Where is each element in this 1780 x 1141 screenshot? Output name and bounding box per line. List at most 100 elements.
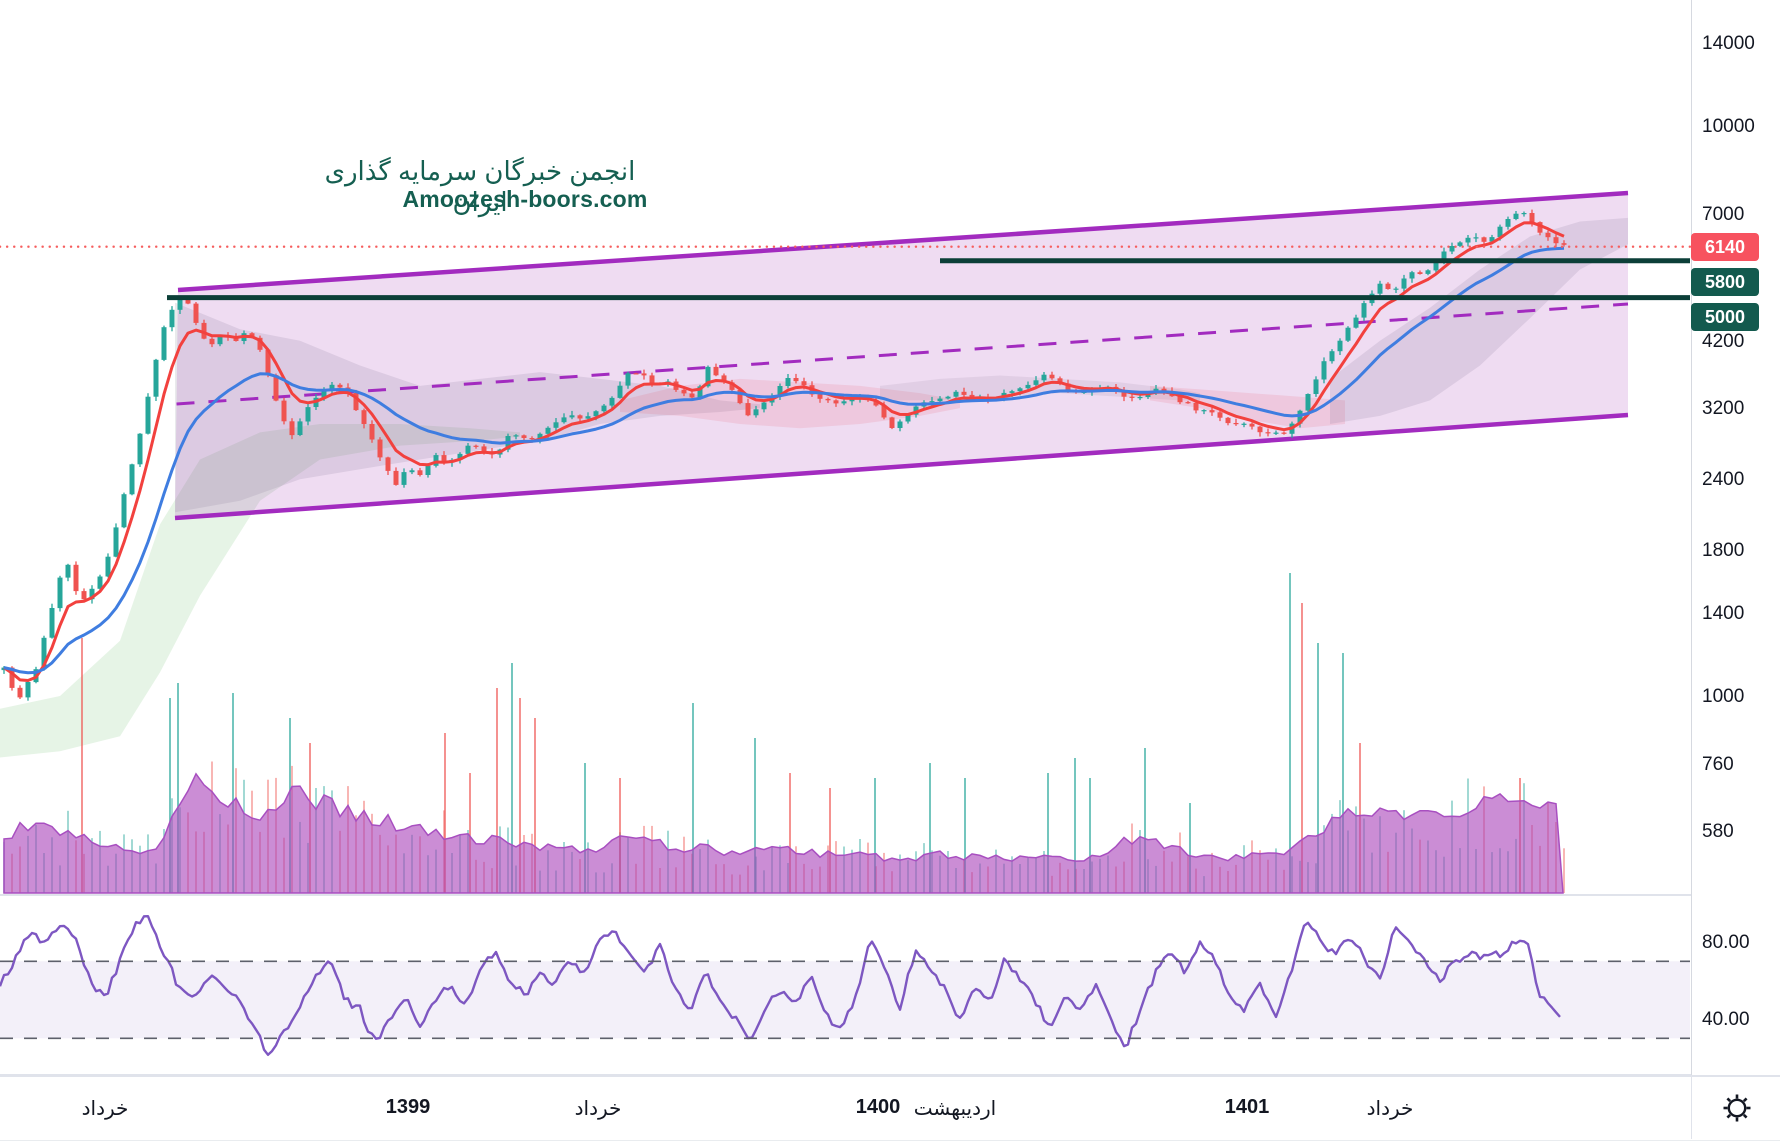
candle-body <box>1225 417 1231 424</box>
candle-body <box>1377 283 1383 294</box>
candle-body <box>177 300 183 310</box>
candle-body <box>609 397 615 406</box>
candle-body <box>1241 423 1247 425</box>
rsi-band-fill <box>0 961 1690 1039</box>
candle-body <box>913 406 919 415</box>
candle-body <box>889 417 895 428</box>
candle-body <box>585 416 591 419</box>
candle-body <box>233 337 239 341</box>
candle-body <box>257 337 263 350</box>
candle-body <box>281 400 287 422</box>
candle-body <box>521 435 527 438</box>
time-label: اردیبهشت <box>913 1098 997 1120</box>
candle-body <box>1297 410 1303 424</box>
candle-body <box>1049 374 1055 379</box>
candle-body <box>193 303 199 323</box>
time-label: 1399 <box>385 1096 431 1118</box>
candle-body <box>873 400 879 406</box>
channel-bottom-line[interactable] <box>174 412 1629 521</box>
price-badge-5000: 5000 <box>1691 303 1759 331</box>
rsi-tick-label: 80.00 <box>1702 932 1750 953</box>
candle-body <box>433 455 439 466</box>
trend-channel[interactable] <box>174 190 1629 521</box>
candle-body <box>377 439 383 458</box>
candle-body <box>361 410 367 424</box>
candle-body <box>753 409 759 416</box>
candle-body <box>1489 237 1495 242</box>
candle-body <box>1161 388 1167 392</box>
candle-body <box>1265 432 1271 434</box>
candle-body <box>369 424 375 440</box>
pane-separators[interactable] <box>0 894 1780 1076</box>
candle-body <box>1457 242 1463 246</box>
candle-body <box>705 366 711 387</box>
candle-body <box>1233 423 1239 425</box>
candle-body <box>297 421 303 435</box>
candle-body <box>721 375 727 383</box>
ma-lines-layer <box>3 221 1565 682</box>
candle-body <box>1305 394 1311 411</box>
candle-body <box>385 457 391 471</box>
time-label: 1401 <box>1224 1096 1270 1118</box>
candle-body <box>1393 288 1399 290</box>
candle-body <box>153 359 159 397</box>
candle-body <box>1313 379 1319 394</box>
level-lines-layer[interactable] <box>0 245 1692 301</box>
clouds-layer <box>0 217 1628 758</box>
candle-body <box>953 391 959 397</box>
candle-body <box>1425 270 1431 274</box>
candle-body <box>17 687 23 698</box>
candle-body <box>545 427 551 434</box>
settings-sun-icon[interactable] <box>1720 1091 1754 1125</box>
candle-body <box>305 407 311 422</box>
candle-body <box>49 608 55 638</box>
candle-body <box>713 366 719 376</box>
channel-top-line[interactable] <box>177 190 1629 293</box>
candle-body <box>537 433 543 440</box>
candle-body <box>569 415 575 418</box>
candle-body <box>905 414 911 422</box>
candle-body <box>97 576 103 589</box>
price-tick-label: 1800 <box>1702 540 1745 561</box>
candle-body <box>409 470 415 473</box>
candle-body <box>321 390 327 398</box>
candle-body <box>329 384 335 391</box>
candle-body <box>681 389 687 394</box>
candle-body <box>1177 396 1183 403</box>
candle-body <box>745 403 751 416</box>
candle-body <box>561 417 567 423</box>
price-tick-label: 580 <box>1702 821 1734 842</box>
candle-body <box>1129 396 1135 398</box>
candle-body <box>1185 402 1191 404</box>
candle-body <box>1449 246 1455 252</box>
candle-body <box>1513 213 1519 219</box>
candle-body <box>1401 278 1407 289</box>
candle-body <box>1441 251 1447 261</box>
candle-body <box>1201 410 1207 412</box>
candles-layer <box>1 209 1567 701</box>
candle-body <box>169 309 175 328</box>
candle-body <box>209 338 215 345</box>
price-tick-label: 1000 <box>1702 686 1745 707</box>
candle-body <box>113 527 119 557</box>
candle-body <box>105 556 111 577</box>
candle-body <box>9 667 15 688</box>
volume-layer <box>3 573 1565 894</box>
candle-body <box>201 322 207 339</box>
candle-body <box>641 373 647 376</box>
candle-body <box>1385 283 1391 289</box>
candle-body <box>1121 391 1127 397</box>
axis-corner-cell <box>1691 1076 1780 1139</box>
candle-body <box>761 402 767 410</box>
candle-body <box>737 389 743 404</box>
price-scale-axis[interactable] <box>1691 0 1780 1075</box>
candle-body <box>353 393 359 411</box>
rsi-levels-layer <box>0 960 1690 1040</box>
candle-body <box>593 411 599 417</box>
candle-body <box>1465 237 1471 243</box>
candle-body <box>697 386 703 398</box>
price-tick-label: 3200 <box>1702 398 1745 419</box>
price-tick-label: 7000 <box>1702 204 1745 225</box>
